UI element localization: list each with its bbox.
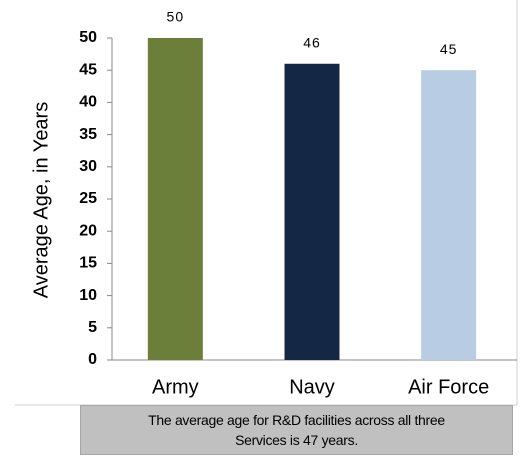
y-tick-label: 45 (79, 61, 97, 78)
y-tick-label: 20 (79, 222, 97, 239)
x-tick-label: Air Force (408, 376, 489, 398)
y-tick-label: 30 (79, 158, 97, 175)
x-tick-label: Navy (289, 376, 335, 398)
y-tick-label: 40 (79, 94, 97, 111)
y-tick-label: 50 (79, 29, 97, 46)
x-tick-label: Army (152, 376, 199, 398)
data-label: 46 (303, 34, 321, 50)
data-label: 50 (167, 9, 185, 25)
y-tick-label: 25 (79, 190, 97, 207)
data-label: 45 (440, 41, 458, 57)
y-tick-label: 35 (79, 126, 97, 143)
y-axis-title: Average Age, in Years (30, 102, 52, 298)
y-tick-label: 5 (88, 319, 97, 336)
y-tick-label: 15 (79, 255, 97, 272)
annotation: The average age for R&D facilities acros… (80, 405, 513, 455)
bar (147, 38, 203, 360)
y-tick-label: 10 (79, 287, 97, 304)
bar (284, 63, 340, 360)
bar (421, 70, 477, 360)
y-tick-label: 0 (88, 351, 97, 368)
